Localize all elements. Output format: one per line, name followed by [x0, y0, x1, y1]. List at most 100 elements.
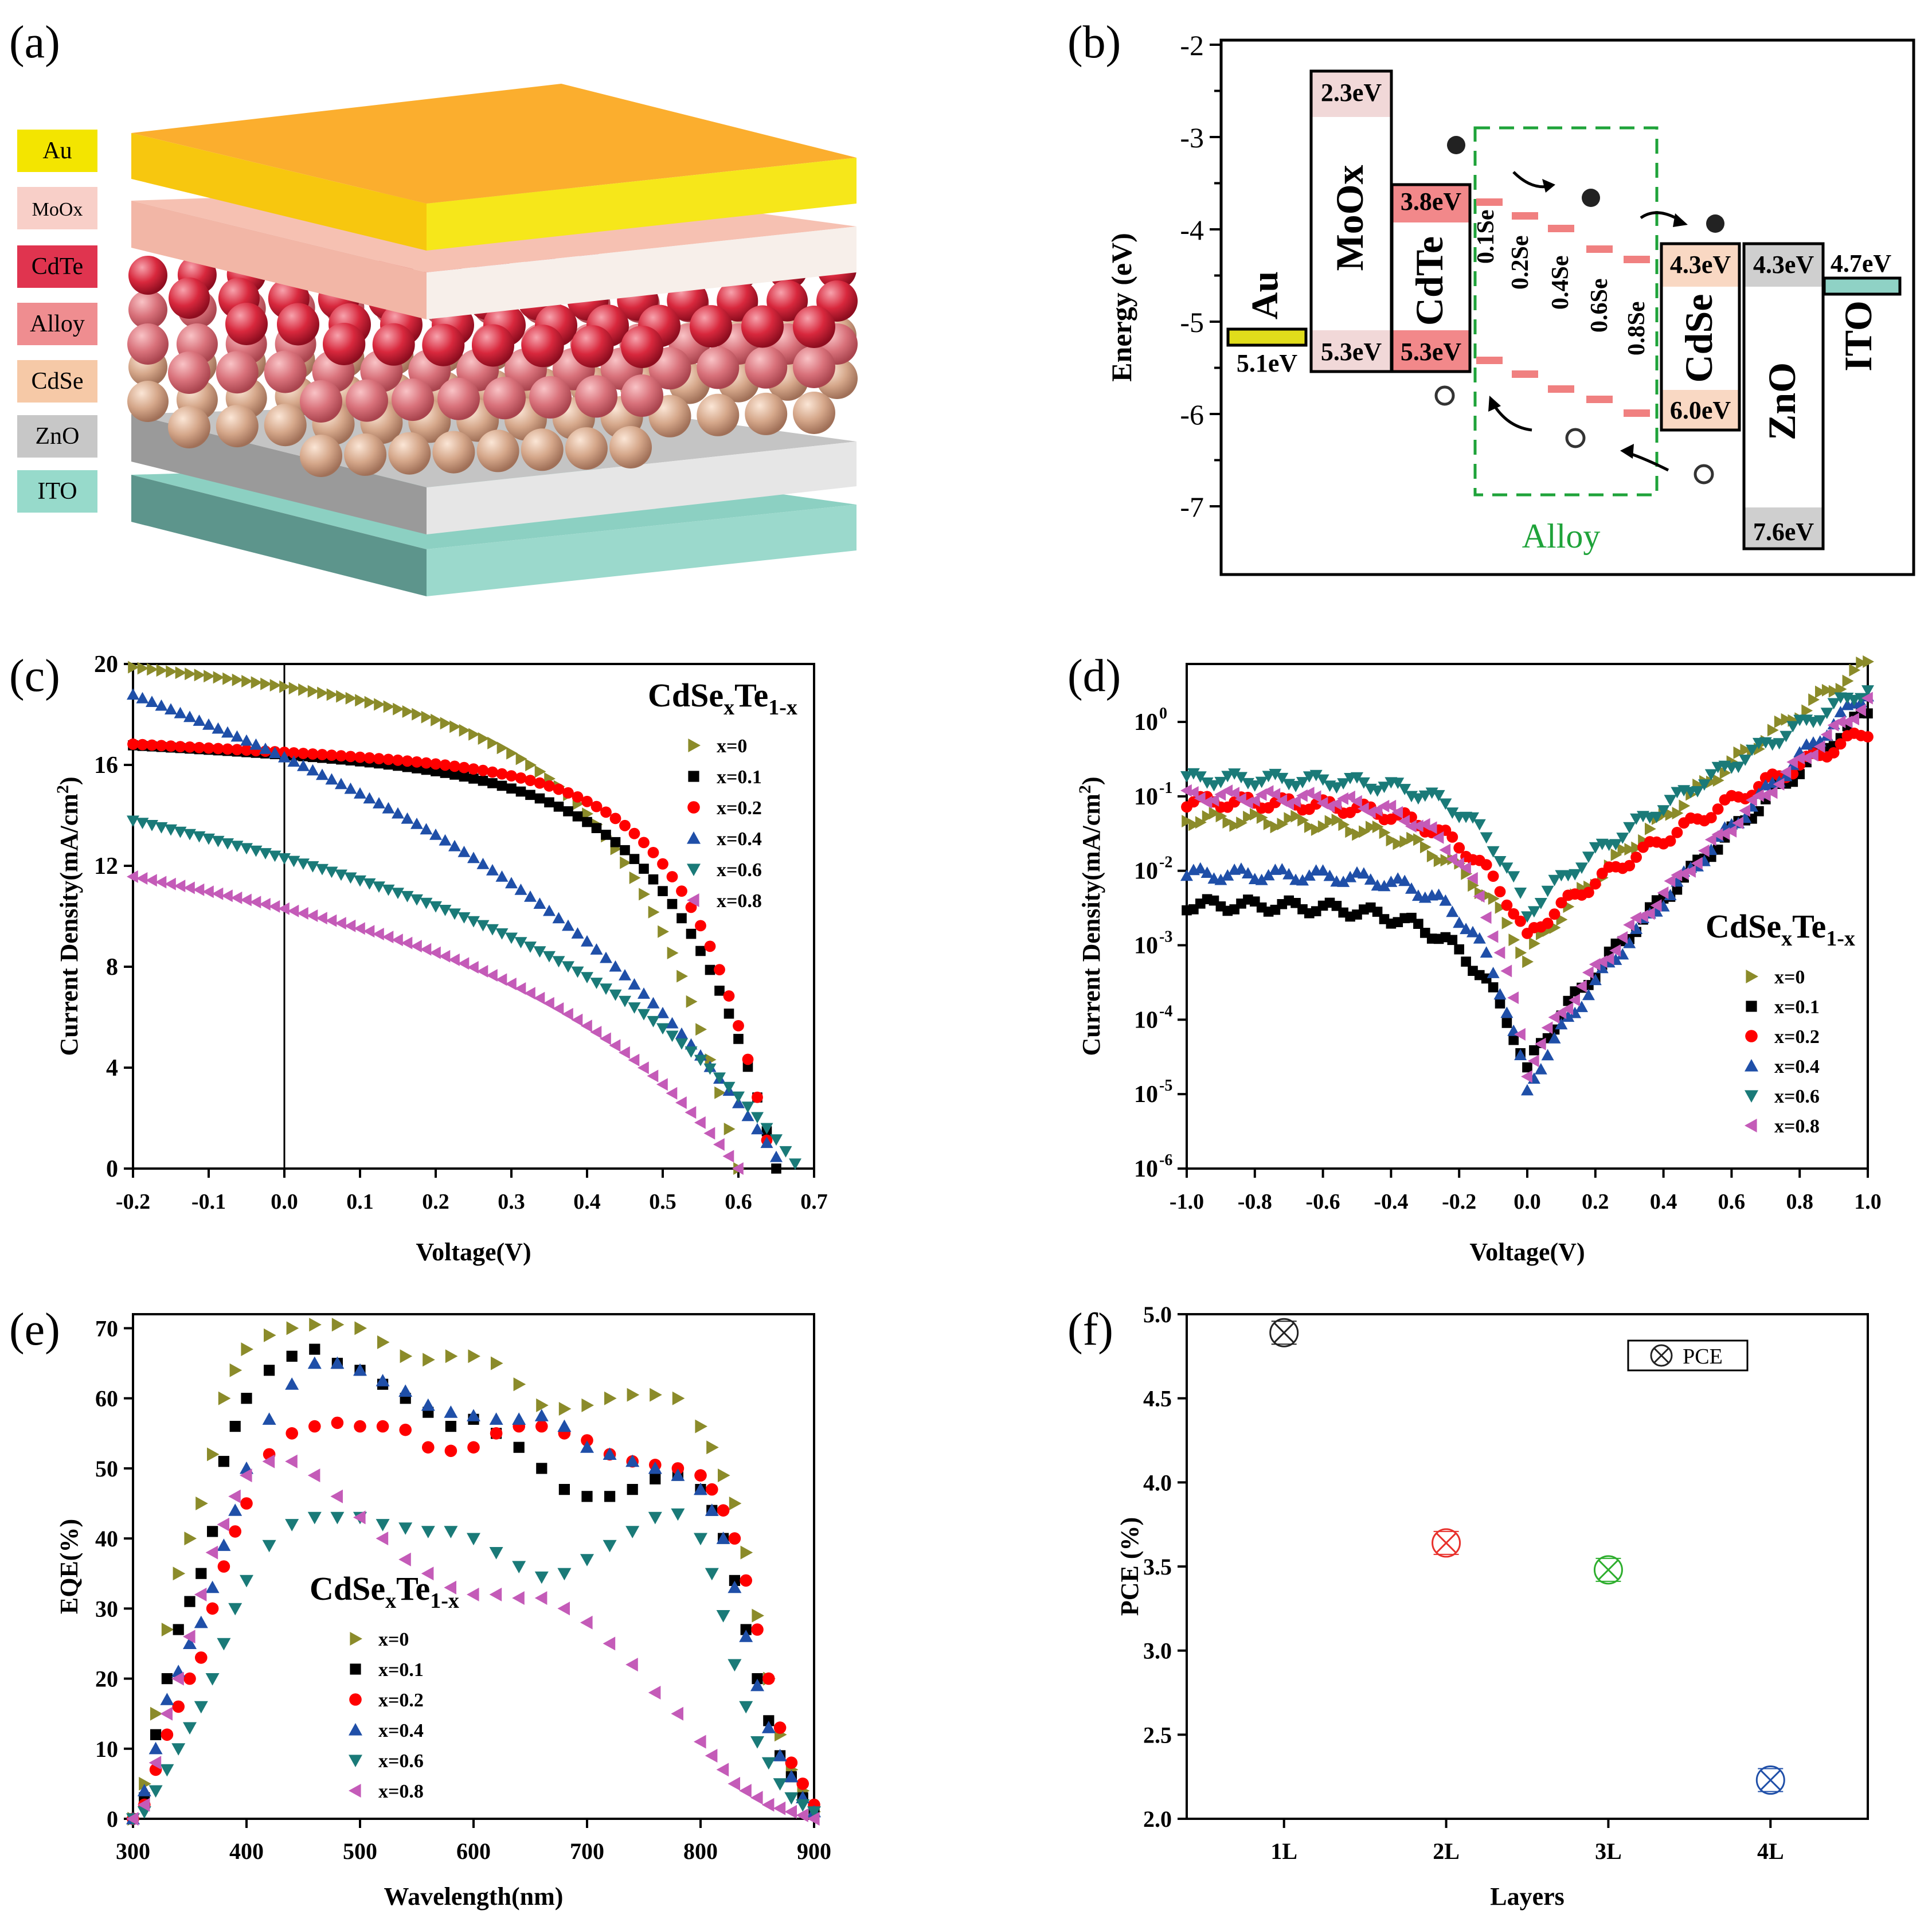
- data-point-x=0.8: [552, 1002, 564, 1015]
- data-point-x=0.2: [345, 751, 357, 763]
- data-point-x=0.2: [1705, 812, 1717, 823]
- alloy-step-1: 0.2Se: [1507, 236, 1534, 290]
- x-tick-label: -0.4: [1374, 1190, 1408, 1214]
- data-point-x=0.2: [714, 964, 725, 975]
- data-point-x=0.6: [354, 875, 366, 887]
- data-point-x=0.1: [150, 1729, 162, 1740]
- data-point-x=0.6: [1861, 685, 1874, 697]
- data-point-x=0: [506, 747, 518, 760]
- data-point-x=0.2: [217, 1560, 230, 1573]
- data-point-x=0.8: [457, 957, 470, 970]
- data-point-x=0.2: [1446, 831, 1458, 843]
- data-point-x=0.4: [1569, 1006, 1582, 1018]
- data-point-x=0.1: [184, 1596, 195, 1607]
- data-point-x=0.4: [325, 773, 338, 785]
- x-tick-label: -1.0: [1170, 1190, 1204, 1214]
- data-point-x=0.6: [467, 916, 480, 928]
- data-point-x=0.2: [723, 990, 735, 1002]
- pce-point-4L: [1755, 1765, 1785, 1795]
- data-point-x=0.1: [581, 1491, 593, 1502]
- data-point-x=0: [1706, 775, 1718, 788]
- data-point-x=0: [298, 683, 310, 696]
- alloy-atom: [476, 429, 519, 472]
- data-point-x=0.6: [619, 995, 631, 1007]
- data-point-x=0.2: [490, 1427, 503, 1440]
- cdte-bottom-band: [1392, 330, 1470, 372]
- data-point-x=0: [1733, 746, 1745, 759]
- data-point-x=0.1: [525, 790, 535, 800]
- data-point-x=0.4: [316, 768, 328, 780]
- data-point-x=0.4: [420, 823, 433, 835]
- data-point-x=0.2: [1583, 886, 1594, 899]
- data-point-x=0.6: [240, 1575, 253, 1588]
- data-point-x=0.2: [1548, 908, 1561, 920]
- data-point-x=0.8: [1732, 817, 1744, 830]
- data-point-x=0.4: [1411, 889, 1425, 901]
- data-point-x=0.6: [600, 983, 612, 995]
- data-point-x=0.1: [714, 986, 725, 996]
- data-point-x=0.6: [1521, 911, 1534, 923]
- data-point-x=0: [241, 675, 253, 687]
- data-point-x=0.8: [307, 1468, 320, 1483]
- data-point-x=0.2: [326, 749, 338, 761]
- data-point-x=0.6: [773, 1778, 787, 1791]
- data-point-x=0.8: [262, 1454, 275, 1468]
- data-point-x=0: [1215, 810, 1227, 823]
- data-point-x=0.8: [230, 891, 243, 904]
- legend-swatch-zno: [17, 415, 97, 458]
- x-tick-label: 1L: [1270, 1838, 1297, 1864]
- data-point-x=0.2: [704, 940, 716, 952]
- data-point-x=0.8: [533, 991, 545, 1005]
- pce-legend: PCE: [1627, 1339, 1749, 1372]
- data-point-x=0.6: [716, 1610, 730, 1623]
- data-point-x=0.6: [1337, 778, 1350, 790]
- energy-axis: -2 -3 -4 -5 -6 -7: [1180, 29, 1221, 523]
- data-point-x=0.4: [619, 969, 631, 980]
- data-point-x=0.8: [728, 1776, 740, 1791]
- data-point-x=0.6: [1704, 769, 1718, 781]
- data-point-x=0.1: [440, 768, 451, 778]
- data-point-x=0: [1277, 818, 1289, 831]
- data-point-x=0.8: [448, 953, 460, 966]
- data-point-x=0.6: [401, 890, 414, 903]
- data-point-x=0.2: [590, 800, 603, 812]
- data-point-x=0.8: [625, 1658, 638, 1672]
- data-point-x=0.4: [770, 1150, 783, 1162]
- alloy-atom: [216, 405, 259, 448]
- data-point-x=0.4: [625, 1454, 640, 1467]
- data-point-x=0.8: [600, 1032, 611, 1045]
- y-tick-label: 5.0: [1143, 1302, 1172, 1327]
- panel-b-label: (b): [1067, 17, 1121, 68]
- data-point-x=0.6: [262, 1540, 276, 1553]
- alloy-atom: [128, 256, 167, 295]
- data-point-x=0.6: [421, 1526, 435, 1538]
- data-point-x=0.8: [524, 987, 535, 1000]
- y-tick-label: 30: [95, 1596, 118, 1622]
- ito-level-value: 4.7eV: [1831, 249, 1892, 278]
- data-point-x=0.8: [590, 1026, 602, 1039]
- data-point-x=0: [534, 765, 546, 778]
- data-point-x=0: [1366, 821, 1377, 834]
- data-point-x=0: [1808, 693, 1820, 706]
- data-point-x=0.4: [739, 1630, 753, 1642]
- data-point-x=0: [1665, 808, 1677, 821]
- data-point-x=0.6: [202, 833, 215, 845]
- data-point-x=0.4: [278, 751, 291, 763]
- data-point-x=0.6: [1330, 782, 1343, 794]
- x-tick-label: 0.1: [346, 1190, 374, 1214]
- data-point-x=0: [1624, 843, 1636, 856]
- data-point-x=0: [1270, 821, 1282, 834]
- data-point-x=0.1: [629, 854, 640, 864]
- data-point-x=0: [1311, 823, 1323, 836]
- data-point-x=0.6: [136, 818, 149, 829]
- data-point-x=0.6: [287, 855, 300, 868]
- data-point-x=0.8: [278, 902, 290, 915]
- data-point-x=0.8: [1582, 966, 1594, 979]
- data-point-x=0.2: [535, 1420, 548, 1433]
- data-point-x=0.4: [773, 1749, 787, 1761]
- legend-marker-x=0.8: [687, 893, 699, 907]
- legend-marker-x=0.4: [687, 831, 701, 844]
- data-point-x=0.1: [445, 1421, 456, 1432]
- alloy-atom: [127, 381, 169, 422]
